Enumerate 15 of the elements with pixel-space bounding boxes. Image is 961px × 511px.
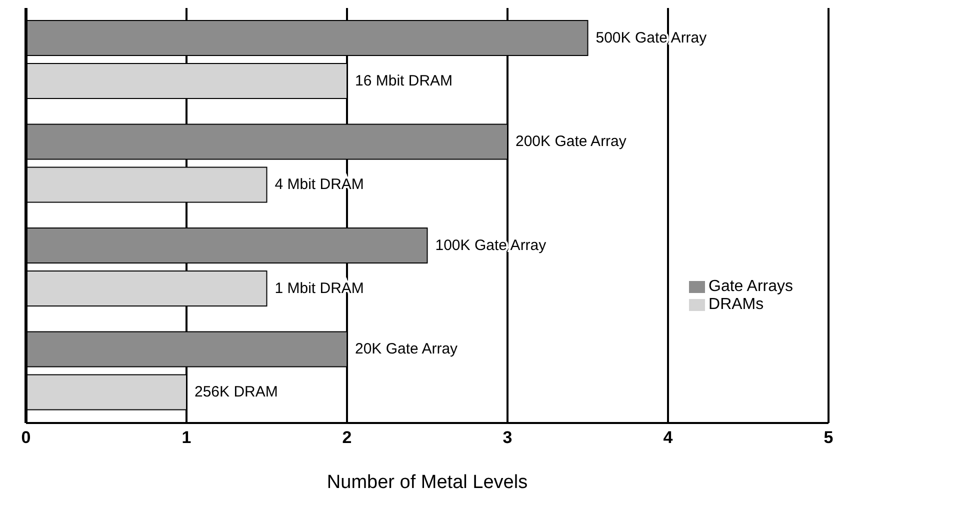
legend-label: Gate Arrays xyxy=(708,278,793,295)
annotation: 20K Gate Array xyxy=(355,340,458,358)
x-axis-title: Number of Metal Levels xyxy=(326,472,528,493)
legend-label: DRAMs xyxy=(708,296,764,313)
x-tick-label: 5 xyxy=(824,428,834,448)
x-tick-label: 0 xyxy=(21,428,31,448)
x-tick-label: 1 xyxy=(182,428,192,448)
annotation: 200K Gate Array xyxy=(516,133,627,150)
annotation: 500K Gate Array xyxy=(596,29,708,46)
x-tick-label: 3 xyxy=(502,428,512,448)
annotation: 256K DRAM xyxy=(194,384,278,401)
x-tick-label: 4 xyxy=(663,428,674,448)
annotation: 16 Mbit DRAM xyxy=(355,72,453,90)
x-tick-label: 2 xyxy=(342,428,352,448)
annotation: 100K Gate Array xyxy=(435,236,547,254)
